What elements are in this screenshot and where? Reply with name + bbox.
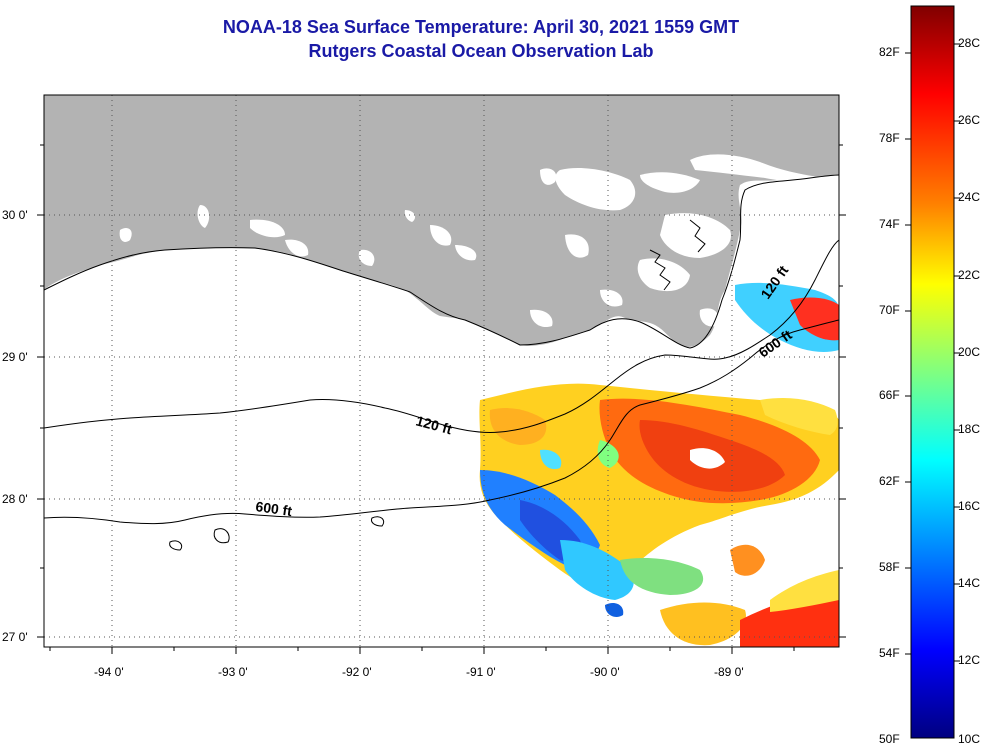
colorbar-f-label: 50F bbox=[879, 732, 900, 746]
map-frame bbox=[43, 94, 840, 648]
lat-label-27: 27 0' bbox=[2, 630, 28, 644]
colorbar-c-label: 20C bbox=[958, 345, 981, 359]
map-title: NOAA-18 Sea Surface Temperature: April 3… bbox=[222, 17, 740, 37]
colorbar-f-label: 74F bbox=[879, 217, 900, 231]
lat-label-29: 29 0' bbox=[2, 350, 28, 364]
lat-label-30: 30 0' bbox=[2, 208, 28, 222]
colorbar-ticks bbox=[905, 43, 960, 662]
axis-ticks bbox=[37, 144, 846, 654]
lon-label-93: -93 0' bbox=[218, 665, 248, 679]
lon-label-90: -90 0' bbox=[590, 665, 620, 679]
lon-label-94: -94 0' bbox=[94, 665, 124, 679]
colorbar-c-label: 12C bbox=[958, 653, 981, 667]
colorbar-c-label: 24C bbox=[958, 190, 981, 204]
colorbar-f-label: 58F bbox=[879, 560, 900, 574]
sst-data-patches bbox=[479, 282, 839, 647]
colorbar-c-label: 28C bbox=[958, 36, 981, 50]
colorbar bbox=[910, 5, 955, 739]
inland-lakes bbox=[119, 154, 839, 328]
colorbar-f-label: 66F bbox=[879, 388, 900, 402]
lat-label-28: 28 0' bbox=[2, 492, 28, 506]
coastline bbox=[44, 174, 839, 349]
colorbar-c-label: 22C bbox=[958, 268, 981, 282]
colorbar-c-label: 16C bbox=[958, 499, 981, 513]
colorbar-c-label: 18C bbox=[958, 422, 981, 436]
lon-label-92: -92 0' bbox=[342, 665, 372, 679]
lon-label-91: -91 0' bbox=[466, 665, 496, 679]
land-mass bbox=[44, 95, 839, 347]
contour-label-600-west: 600 ft bbox=[255, 498, 294, 519]
colorbar-c-label: 14C bbox=[958, 576, 981, 590]
lon-label-89: -89 0' bbox=[714, 665, 744, 679]
colorbar-f-label: 82F bbox=[879, 45, 900, 59]
colorbar-f-label: 78F bbox=[879, 131, 900, 145]
colorbar-c-label: 26C bbox=[958, 113, 981, 127]
map-subtitle: Rutgers Coastal Ocean Observation Lab bbox=[308, 41, 654, 61]
colorbar-f-label: 70F bbox=[879, 303, 900, 317]
bathymetry-contours bbox=[44, 239, 839, 551]
colorbar-f-label: 54F bbox=[879, 646, 900, 660]
colorbar-c-label: 10C bbox=[958, 732, 981, 746]
colorbar-f-label: 62F bbox=[879, 474, 900, 488]
